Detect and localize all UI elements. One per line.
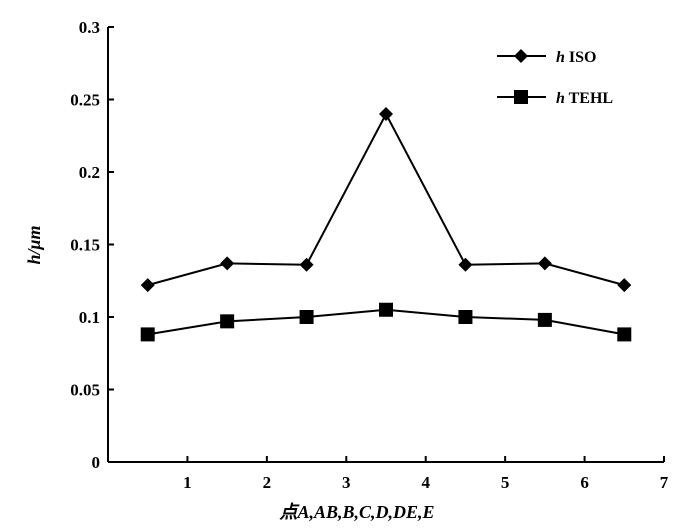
diamond-marker: [379, 107, 393, 121]
x-tick-label: 5: [501, 473, 510, 492]
legend-diamond-marker: [514, 49, 528, 63]
legend-square-marker: [514, 90, 528, 104]
x-tick-label: 4: [421, 473, 430, 492]
x-tick-label: 6: [580, 473, 589, 492]
diamond-marker: [617, 278, 632, 293]
square-marker: [299, 310, 314, 324]
legend-label: h TEHL: [556, 90, 613, 107]
x-tick-label: 1: [183, 473, 192, 492]
x-tick-label: 3: [342, 473, 351, 492]
y-tick-label: 0.2: [79, 163, 100, 182]
x-tick-label: 2: [263, 473, 272, 492]
series-line: [147, 111, 625, 287]
x-tick-label: 7: [660, 473, 669, 492]
series-h-tehl: [140, 302, 632, 342]
y-axis-title: h/μm: [24, 225, 44, 264]
x-axis-title-text: 点A,AB,B,C,D,DE,E: [278, 502, 434, 522]
square-marker: [537, 312, 552, 327]
square-marker: [379, 302, 393, 317]
x-axis-title: 点A,AB,B,C,D,DE,E: [278, 502, 434, 522]
y-tick-label: 0: [92, 453, 101, 472]
legend-label: h ISO: [556, 49, 596, 66]
square-marker: [458, 310, 473, 324]
diamond-marker: [537, 256, 552, 271]
diamond-marker: [299, 257, 314, 272]
legend: h ISO h TEHL: [497, 49, 613, 107]
axes: 0 0.05 0.1 0.15 0.2 0.25 0.3 1 2 3 4 5 6 7: [70, 18, 669, 492]
series-layer: [140, 107, 632, 342]
square-marker: [617, 327, 632, 342]
y-tick-label: 0.3: [79, 18, 100, 37]
y-tick-label: 0.15: [70, 236, 100, 255]
series-h-iso: [140, 107, 632, 293]
diamond-marker: [220, 256, 235, 271]
legend-item: h TEHL: [497, 90, 613, 107]
square-marker: [140, 327, 155, 342]
y-tick-label: 0.1: [79, 308, 100, 327]
legend-item: h ISO: [497, 49, 596, 66]
square-marker: [220, 314, 235, 329]
y-tick-label: 0.05: [70, 381, 100, 400]
y-axis-title-text: h/μm: [24, 225, 44, 264]
diamond-marker: [140, 278, 155, 293]
y-tick-label: 0.25: [70, 91, 100, 110]
diamond-marker: [458, 257, 473, 272]
